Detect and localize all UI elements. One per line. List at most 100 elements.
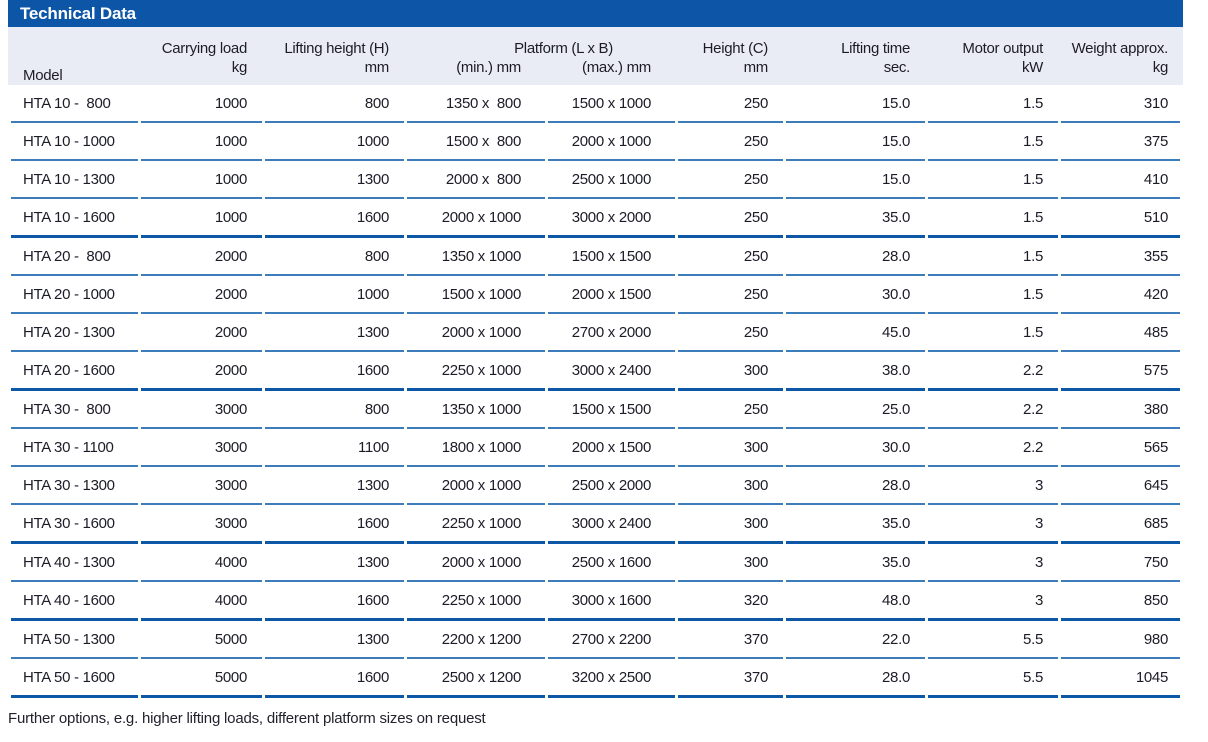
- cell-platform-max: 2000 x 1500: [548, 276, 675, 314]
- cell-lifting-height: 1300: [265, 621, 404, 659]
- unit-weight: kg: [1152, 59, 1169, 76]
- table-body: HTA 10 - 800 1000 800 1350 x 800 1500 x 1000…: [11, 85, 1180, 698]
- cell-lifting-height: 1300: [265, 314, 404, 352]
- cell-motor-output: 3: [928, 544, 1058, 582]
- cell-height-c: 250: [678, 276, 783, 314]
- col-header-platform: Platform (L x B): [514, 40, 613, 57]
- cell-model: HTA 40 - 1300: [11, 544, 138, 582]
- cell-height-c: 250: [678, 85, 783, 123]
- cell-weight: 420: [1061, 276, 1180, 314]
- unit-motor-output: kW: [1021, 59, 1043, 76]
- cell-lifting-height: 800: [265, 85, 404, 123]
- cell-model: HTA 10 - 1600: [11, 199, 138, 238]
- cell-model: HTA 10 - 800: [11, 85, 138, 123]
- cell-motor-output: 1.5: [928, 161, 1058, 199]
- cell-lifting-height: 1300: [265, 544, 404, 582]
- cell-platform-min: 1350 x 1000: [407, 238, 545, 276]
- col-header-height-c: Height (C): [702, 40, 769, 57]
- table-row: HTA 40 - 1600 4000 1600 2250 x 1000 3000 x 1…: [11, 582, 1180, 621]
- cell-weight: 645: [1061, 467, 1180, 505]
- cell-lifting-time: 35.0: [786, 544, 925, 582]
- table-row: HTA 30 - 1100 3000 1100 1800 x 1000 2000 x 1…: [11, 429, 1180, 467]
- cell-height-c: 300: [678, 467, 783, 505]
- cell-platform-min: 2000 x 1000: [407, 199, 545, 238]
- cell-lifting-time: 22.0: [786, 621, 925, 659]
- cell-platform-min: 1500 x 800: [407, 123, 545, 161]
- cell-platform-min: 1500 x 1000: [407, 276, 545, 314]
- cell-motor-output: 1.5: [928, 238, 1058, 276]
- table-row: HTA 30 - 1300 3000 1300 2000 x 1000 2500 x 2…: [11, 467, 1180, 505]
- cell-lifting-height: 1600: [265, 199, 404, 238]
- cell-model: HTA 10 - 1300: [11, 161, 138, 199]
- col-header-carrying-load: Carrying load: [161, 40, 248, 57]
- cell-height-c: 300: [678, 544, 783, 582]
- cell-height-c: 320: [678, 582, 783, 621]
- cell-weight: 1045: [1061, 659, 1180, 698]
- cell-lifting-time: 15.0: [786, 85, 925, 123]
- cell-lifting-height: 800: [265, 238, 404, 276]
- unit-lifting-height: mm: [364, 59, 390, 76]
- header-units-row: kg mm (min.) mm (max.) mm mm sec. kW kg: [11, 58, 1180, 85]
- cell-platform-min: 2250 x 1000: [407, 505, 545, 544]
- cell-height-c: 250: [678, 391, 783, 429]
- col-header-lifting-time: Lifting time: [841, 40, 910, 57]
- cell-lifting-time: 28.0: [786, 238, 925, 276]
- cell-platform-max: 3000 x 2000: [548, 199, 675, 238]
- table-row: HTA 50 - 1600 5000 1600 2500 x 1200 3200 x 2…: [11, 659, 1180, 698]
- cell-model: HTA 20 - 800: [11, 238, 138, 276]
- cell-weight: 485: [1061, 314, 1180, 352]
- cell-platform-min: 2000 x 1000: [407, 314, 545, 352]
- cell-platform-max: 2500 x 1600: [548, 544, 675, 582]
- cell-lifting-height: 1600: [265, 352, 404, 391]
- col-header-model: Model: [23, 67, 63, 84]
- cell-model: HTA 20 - 1300: [11, 314, 138, 352]
- table-row: HTA 20 - 1000 2000 1000 1500 x 1000 2000 x 1…: [11, 276, 1180, 314]
- cell-weight: 685: [1061, 505, 1180, 544]
- table-header: Model Carrying load Lifting height (H) P…: [11, 27, 1180, 85]
- cell-weight: 375: [1061, 123, 1180, 161]
- cell-height-c: 250: [678, 123, 783, 161]
- cell-motor-output: 1.5: [928, 314, 1058, 352]
- cell-platform-min: 2500 x 1200: [407, 659, 545, 698]
- col-header-lifting-height: Lifting height (H): [284, 40, 389, 57]
- table-row: HTA 20 - 800 2000 800 1350 x 1000 1500 x 150…: [11, 238, 1180, 276]
- cell-height-c: 250: [678, 161, 783, 199]
- cell-height-c: 250: [678, 314, 783, 352]
- cell-lifting-height: 1600: [265, 505, 404, 544]
- cell-lifting-height: 1100: [265, 429, 404, 467]
- cell-weight: 750: [1061, 544, 1180, 582]
- cell-weight: 410: [1061, 161, 1180, 199]
- cell-motor-output: 1.5: [928, 199, 1058, 238]
- table-row: HTA 10 - 1300 1000 1300 2000 x 800 2500 x 10…: [11, 161, 1180, 199]
- cell-model: HTA 20 - 1600: [11, 352, 138, 391]
- cell-height-c: 300: [678, 429, 783, 467]
- cell-motor-output: 2.2: [928, 352, 1058, 391]
- table-row: HTA 40 - 1300 4000 1300 2000 x 1000 2500 x 1…: [11, 544, 1180, 582]
- cell-carrying-load: 4000: [141, 582, 262, 621]
- cell-lifting-time: 28.0: [786, 467, 925, 505]
- cell-carrying-load: 2000: [141, 276, 262, 314]
- cell-model: HTA 10 - 1000: [11, 123, 138, 161]
- cell-height-c: 250: [678, 238, 783, 276]
- cell-platform-max: 2000 x 1500: [548, 429, 675, 467]
- cell-height-c: 370: [678, 621, 783, 659]
- cell-weight: 310: [1061, 85, 1180, 123]
- cell-weight: 850: [1061, 582, 1180, 621]
- cell-model: HTA 20 - 1000: [11, 276, 138, 314]
- cell-lifting-time: 45.0: [786, 314, 925, 352]
- cell-motor-output: 1.5: [928, 123, 1058, 161]
- cell-weight: 355: [1061, 238, 1180, 276]
- cell-lifting-height: 1600: [265, 582, 404, 621]
- cell-motor-output: 2.2: [928, 391, 1058, 429]
- cell-weight: 510: [1061, 199, 1180, 238]
- cell-carrying-load: 4000: [141, 544, 262, 582]
- cell-platform-min: 1800 x 1000: [407, 429, 545, 467]
- cell-weight: 565: [1061, 429, 1180, 467]
- title-bar: Technical Data: [8, 0, 1183, 27]
- cell-platform-max: 2500 x 1000: [548, 161, 675, 199]
- cell-lifting-height: 1300: [265, 161, 404, 199]
- cell-motor-output: 1.5: [928, 85, 1058, 123]
- cell-motor-output: 5.5: [928, 659, 1058, 698]
- table-row: HTA 10 - 1600 1000 1600 2000 x 1000 3000 x 2…: [11, 199, 1180, 238]
